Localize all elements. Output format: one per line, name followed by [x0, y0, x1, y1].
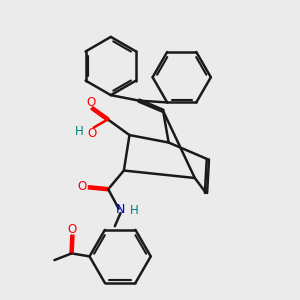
Text: N: N — [116, 203, 125, 216]
Text: O: O — [68, 223, 77, 236]
Text: O: O — [87, 96, 96, 109]
Text: ·: · — [129, 207, 132, 216]
Text: O: O — [77, 181, 87, 194]
Text: H: H — [75, 125, 84, 138]
Text: O: O — [87, 128, 96, 140]
Text: H: H — [130, 204, 139, 217]
